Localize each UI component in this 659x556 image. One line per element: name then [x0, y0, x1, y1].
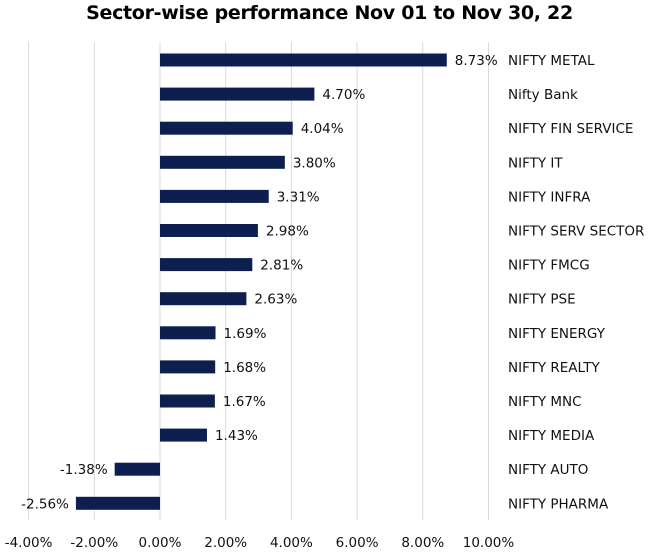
data-label: 1.68% — [223, 360, 266, 376]
value-labels: 8.73% 4.70% 4.04% 3.80% 3.31% 2.98% 2.81% 2.63%… — [21, 53, 498, 512]
bar — [160, 224, 258, 237]
data-label: 1.69% — [224, 326, 267, 342]
bar — [75, 496, 160, 510]
category-label: NIFTY ENERGY — [508, 326, 606, 342]
category-label: NIFTY SERV SECTOR — [508, 224, 644, 240]
category-label: NIFTY FMCG — [508, 258, 590, 274]
data-label: 2.81% — [260, 258, 303, 274]
data-label: -2.56% — [21, 496, 69, 512]
x-tick-label: 10.00% — [463, 535, 515, 551]
category-label: NIFTY INFRA — [508, 189, 591, 205]
bar — [160, 292, 247, 306]
category-label: NIFTY MNC — [508, 394, 582, 410]
bar — [160, 258, 253, 272]
data-label: 1.67% — [223, 394, 266, 410]
bar — [160, 53, 447, 67]
bar — [160, 428, 207, 442]
data-label: 2.98% — [266, 224, 309, 240]
data-label: 8.73% — [455, 53, 498, 69]
x-tick-label: 2.00% — [204, 535, 247, 551]
x-tick-label: -2.00% — [70, 535, 118, 551]
data-label: 2.63% — [254, 292, 297, 308]
x-tick-label: 0.00% — [139, 535, 182, 551]
bar — [160, 360, 216, 374]
category-label: NIFTY AUTO — [508, 462, 588, 478]
category-labels: NIFTY METAL Nifty Bank NIFTY FIN SERVICE NI… — [508, 53, 644, 512]
data-label: -1.38% — [60, 462, 108, 478]
bar — [160, 394, 215, 408]
x-tick-label: 4.00% — [270, 535, 313, 551]
x-axis-tick-labels: -4.00% -2.00% 0.00% 2.00% 4.00% 6.00% 8.00% 10.… — [5, 535, 515, 551]
bar — [114, 462, 160, 476]
data-label: 3.80% — [293, 155, 336, 171]
x-tick-label: 6.00% — [336, 535, 379, 551]
category-label: NIFTY REALTY — [508, 360, 600, 376]
bars — [75, 53, 447, 510]
x-tick-label: 8.00% — [401, 535, 444, 551]
category-label: NIFTY PSE — [508, 292, 576, 308]
category-label: NIFTY FIN SERVICE — [508, 121, 633, 137]
category-label: NIFTY PHARMA — [508, 496, 609, 512]
bar — [160, 121, 293, 135]
category-label: NIFTY MEDIA — [508, 428, 595, 444]
category-label: NIFTY IT — [508, 155, 563, 171]
category-label: Nifty Bank — [508, 87, 578, 103]
data-label: 4.04% — [301, 121, 344, 137]
category-label: NIFTY METAL — [508, 53, 595, 69]
bar — [160, 155, 285, 169]
bar — [160, 189, 269, 203]
data-label: 1.43% — [215, 428, 258, 444]
data-label: 3.31% — [277, 189, 320, 205]
chart-title: Sector-wise performance Nov 01 to Nov 30… — [86, 2, 573, 24]
gridlines — [28, 42, 489, 520]
x-tick-label: -4.00% — [5, 535, 53, 551]
bar — [160, 326, 216, 340]
data-label: 4.70% — [322, 87, 365, 103]
bar — [160, 87, 315, 101]
